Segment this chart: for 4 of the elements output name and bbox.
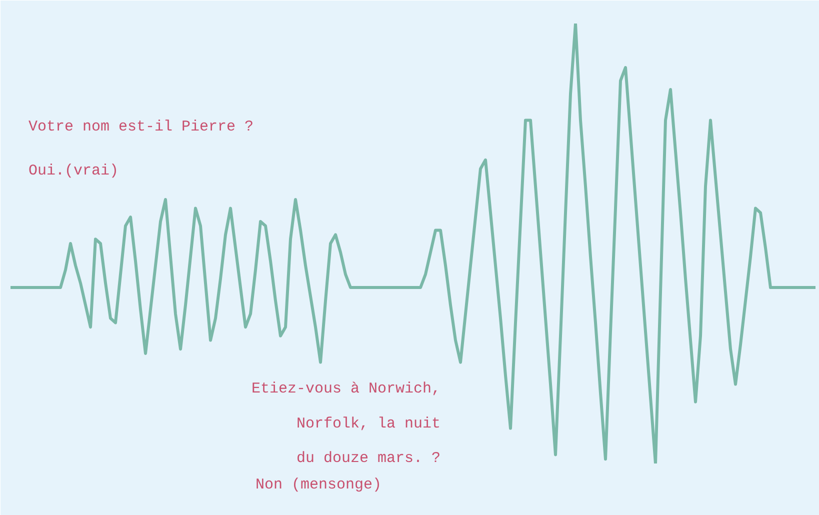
annotation: Votre nom est-il Pierre ? <box>28 118 254 136</box>
text: Non (mensonge) <box>256 476 382 494</box>
annotation: Etiez-vous à Norwich, Norfolk, la nuit du douze mars. ? <box>251 380 441 468</box>
annotation: Oui.(vrai) <box>28 162 119 180</box>
